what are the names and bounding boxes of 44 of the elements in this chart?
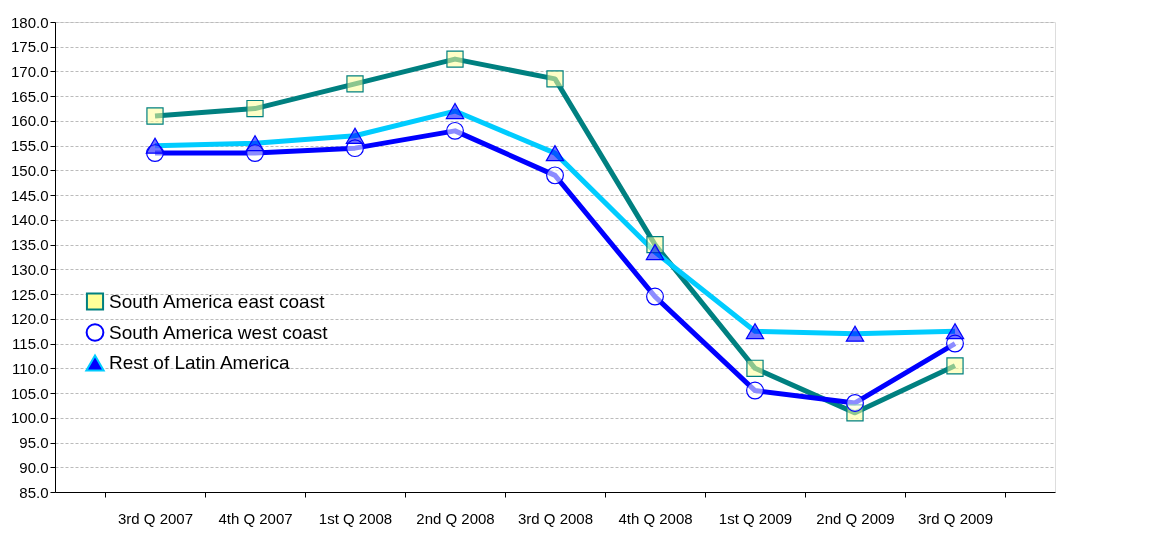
point <box>546 166 564 185</box>
point <box>346 75 364 93</box>
y-tick-label: 135.0 <box>10 236 49 254</box>
point <box>746 359 764 377</box>
legend-label: South America west coast <box>109 321 329 343</box>
x-tick-label: 2nd Q 2009 <box>816 509 895 527</box>
y-tick-label: 140.0 <box>10 211 49 229</box>
point <box>646 287 664 306</box>
x-tick-label: 3rd Q 2008 <box>517 509 594 527</box>
y-tick-label: 180.0 <box>10 13 49 31</box>
point <box>946 357 964 375</box>
x-tick-label: 2nd Q 2008 <box>416 509 495 527</box>
y-tick-label: 150.0 <box>10 161 49 179</box>
x-tick-label: 4th Q 2007 <box>218 509 293 527</box>
y-tick-label: 175.0 <box>10 38 49 56</box>
x-tick-label: 3rd Q 2009 <box>917 509 994 527</box>
point <box>446 50 464 68</box>
point <box>246 99 264 118</box>
y-tick-label: 105.0 <box>10 384 49 402</box>
y-tick-label: 100.0 <box>10 409 49 427</box>
x-tick-label: 1st Q 2008 <box>318 509 393 527</box>
point <box>546 70 564 88</box>
y-tick-label: 120.0 <box>10 310 49 328</box>
legend-label: Rest of Latin America <box>109 352 291 373</box>
y-tick-label: 115.0 <box>12 335 49 353</box>
y-tick-label: 110.0 <box>12 359 49 377</box>
y-tick-label: 155.0 <box>10 137 49 155</box>
y-tick-label: 165.0 <box>10 87 49 105</box>
y-tick-label: 85.0 <box>19 483 49 501</box>
point <box>846 394 864 412</box>
y-tick-label: 170.0 <box>10 62 49 80</box>
y-tick-label: 95.0 <box>19 434 49 452</box>
x-tick-label: 4th Q 2008 <box>618 509 693 527</box>
point <box>746 381 764 400</box>
y-tick-label: 130.0 <box>10 260 49 278</box>
legend-label: South America east coast <box>109 290 326 312</box>
x-tick-label: 3rd Q 2007 <box>117 509 194 527</box>
y-tick-label: 145.0 <box>10 186 49 204</box>
y-tick-label: 125.0 <box>10 285 49 303</box>
y-tick-label: 90.0 <box>19 458 49 476</box>
point <box>146 107 164 125</box>
y-tick-label: 160.0 <box>10 112 49 130</box>
x-tick-label: 1st Q 2009 <box>718 509 793 527</box>
point <box>446 121 464 140</box>
